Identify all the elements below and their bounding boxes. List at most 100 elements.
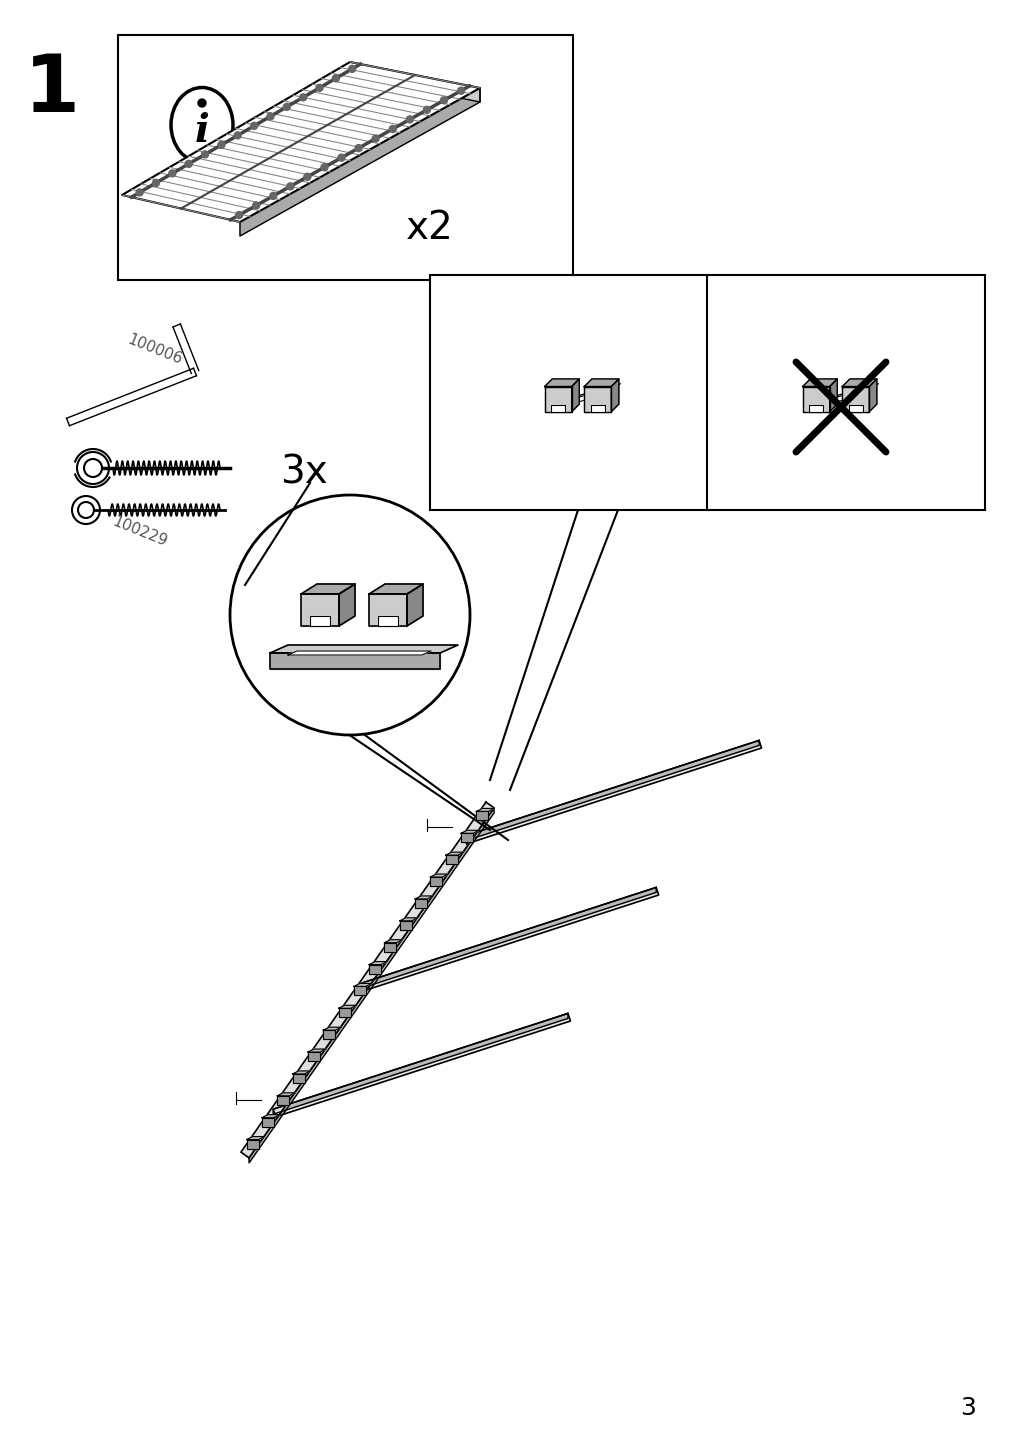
Polygon shape bbox=[354, 987, 366, 995]
Circle shape bbox=[267, 113, 274, 120]
Polygon shape bbox=[464, 740, 758, 841]
Polygon shape bbox=[590, 404, 605, 412]
Polygon shape bbox=[415, 899, 427, 908]
Circle shape bbox=[270, 192, 276, 199]
Circle shape bbox=[169, 170, 176, 178]
Text: 3x: 3x bbox=[280, 453, 328, 491]
Circle shape bbox=[355, 145, 362, 152]
Polygon shape bbox=[273, 1014, 567, 1114]
Bar bbox=[430, 275, 984, 510]
Circle shape bbox=[283, 103, 290, 110]
Polygon shape bbox=[611, 379, 619, 412]
Polygon shape bbox=[247, 1137, 265, 1140]
Circle shape bbox=[229, 495, 469, 735]
Polygon shape bbox=[546, 384, 620, 407]
Circle shape bbox=[201, 150, 208, 158]
Polygon shape bbox=[339, 584, 355, 626]
Circle shape bbox=[406, 116, 412, 123]
Polygon shape bbox=[369, 965, 381, 974]
Polygon shape bbox=[300, 584, 355, 594]
Polygon shape bbox=[445, 855, 457, 863]
Polygon shape bbox=[841, 379, 876, 387]
Ellipse shape bbox=[72, 495, 100, 524]
Circle shape bbox=[185, 160, 192, 168]
Polygon shape bbox=[476, 809, 493, 812]
Polygon shape bbox=[300, 594, 339, 626]
Bar bbox=[118, 34, 572, 281]
Polygon shape bbox=[292, 1074, 304, 1083]
Circle shape bbox=[299, 95, 306, 100]
Ellipse shape bbox=[84, 460, 102, 477]
Polygon shape bbox=[307, 1053, 319, 1061]
Polygon shape bbox=[122, 62, 479, 222]
Polygon shape bbox=[361, 888, 658, 991]
Circle shape bbox=[136, 189, 143, 196]
Circle shape bbox=[253, 202, 260, 209]
Polygon shape bbox=[361, 888, 655, 988]
Circle shape bbox=[286, 183, 293, 190]
Ellipse shape bbox=[78, 503, 94, 518]
Polygon shape bbox=[802, 387, 829, 412]
Polygon shape bbox=[369, 584, 423, 594]
Polygon shape bbox=[445, 852, 463, 855]
Text: x2: x2 bbox=[405, 209, 453, 246]
Text: 3: 3 bbox=[959, 1396, 975, 1421]
Polygon shape bbox=[808, 404, 823, 412]
Polygon shape bbox=[378, 616, 397, 626]
Text: i: i bbox=[194, 112, 209, 150]
Circle shape bbox=[217, 142, 224, 149]
Circle shape bbox=[153, 179, 160, 186]
Circle shape bbox=[372, 135, 379, 142]
Polygon shape bbox=[804, 384, 878, 407]
Polygon shape bbox=[288, 652, 431, 654]
Polygon shape bbox=[384, 939, 402, 942]
Polygon shape bbox=[430, 874, 448, 876]
Polygon shape bbox=[323, 1030, 335, 1040]
Polygon shape bbox=[350, 62, 479, 102]
Polygon shape bbox=[369, 594, 406, 626]
Circle shape bbox=[338, 155, 345, 162]
Polygon shape bbox=[555, 391, 606, 407]
Polygon shape bbox=[464, 740, 761, 843]
Polygon shape bbox=[262, 1114, 280, 1118]
Text: 100006: 100006 bbox=[125, 332, 184, 368]
Polygon shape bbox=[339, 1008, 350, 1017]
Circle shape bbox=[234, 132, 241, 139]
Polygon shape bbox=[277, 1093, 295, 1095]
Polygon shape bbox=[813, 391, 863, 407]
Circle shape bbox=[251, 122, 258, 129]
Polygon shape bbox=[848, 404, 862, 412]
Polygon shape bbox=[262, 1118, 274, 1127]
Polygon shape bbox=[415, 896, 433, 899]
Polygon shape bbox=[461, 833, 472, 842]
Polygon shape bbox=[802, 379, 836, 387]
Polygon shape bbox=[309, 616, 330, 626]
Polygon shape bbox=[249, 808, 493, 1163]
Circle shape bbox=[440, 97, 447, 103]
Polygon shape bbox=[583, 379, 619, 387]
Polygon shape bbox=[307, 1050, 326, 1053]
Ellipse shape bbox=[77, 453, 109, 484]
Polygon shape bbox=[461, 831, 478, 833]
Polygon shape bbox=[273, 1014, 570, 1117]
Text: 1: 1 bbox=[24, 52, 80, 129]
Polygon shape bbox=[292, 1071, 310, 1074]
Polygon shape bbox=[430, 876, 442, 886]
Circle shape bbox=[320, 163, 328, 170]
Polygon shape bbox=[868, 379, 876, 412]
Polygon shape bbox=[583, 387, 611, 412]
Polygon shape bbox=[277, 1095, 289, 1106]
Circle shape bbox=[423, 106, 430, 113]
Circle shape bbox=[349, 66, 356, 73]
Polygon shape bbox=[241, 802, 493, 1158]
Circle shape bbox=[332, 74, 339, 82]
Circle shape bbox=[236, 212, 243, 219]
Polygon shape bbox=[841, 387, 868, 412]
Polygon shape bbox=[247, 1140, 259, 1148]
Polygon shape bbox=[406, 584, 423, 626]
Polygon shape bbox=[550, 404, 565, 412]
Polygon shape bbox=[829, 379, 836, 412]
Polygon shape bbox=[476, 812, 488, 821]
Polygon shape bbox=[270, 653, 440, 669]
Text: 100229: 100229 bbox=[110, 514, 170, 550]
